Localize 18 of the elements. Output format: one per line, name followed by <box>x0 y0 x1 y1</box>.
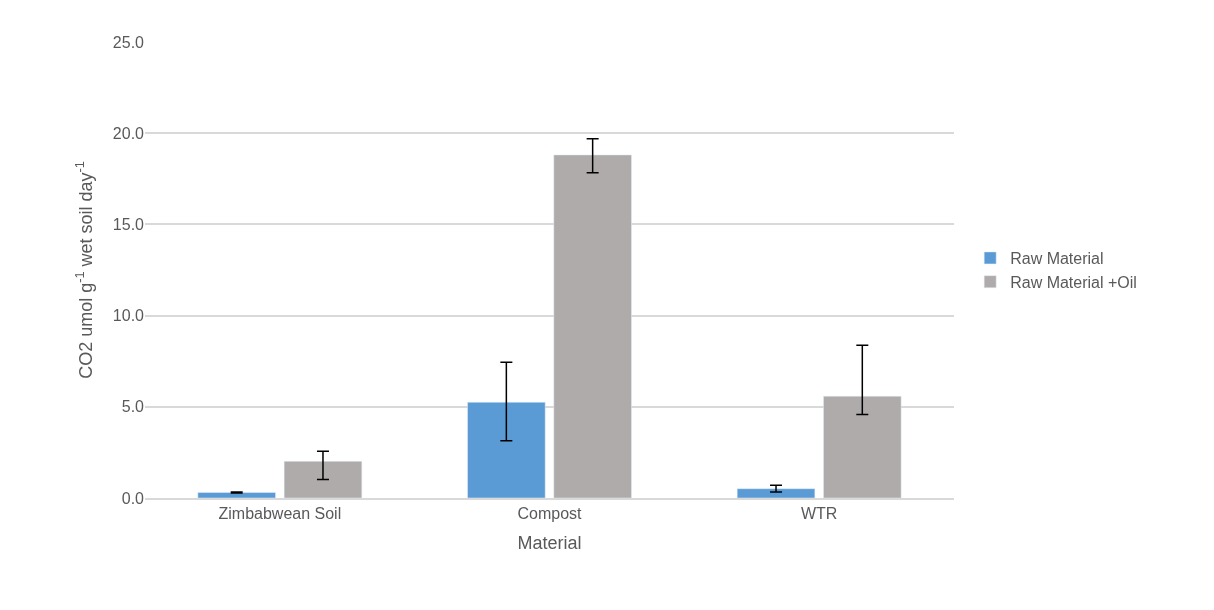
y-tick-label: 5.0 <box>121 398 145 416</box>
y-tick-label: 10.0 <box>112 307 145 325</box>
x-axis-title: Material <box>517 532 582 553</box>
y-tick-label: 20.0 <box>112 124 145 142</box>
y-tick-label: 15.0 <box>112 216 145 233</box>
bar <box>736 488 816 498</box>
legend-label: Raw Material <box>1010 250 1104 268</box>
bar <box>283 461 363 498</box>
y-tick-label: 0.0 <box>121 489 145 507</box>
y-tick-label: 25.0 <box>112 33 145 51</box>
bar <box>823 395 902 498</box>
x-tick-label: WTR <box>800 504 838 522</box>
bar <box>553 154 632 498</box>
x-tick-label: Zimbabwean Soil <box>218 504 342 522</box>
x-tick-label: Compost <box>517 504 583 522</box>
bar <box>467 401 546 498</box>
legend-label: Raw Material +Oil <box>1010 273 1137 291</box>
bar <box>197 492 276 498</box>
